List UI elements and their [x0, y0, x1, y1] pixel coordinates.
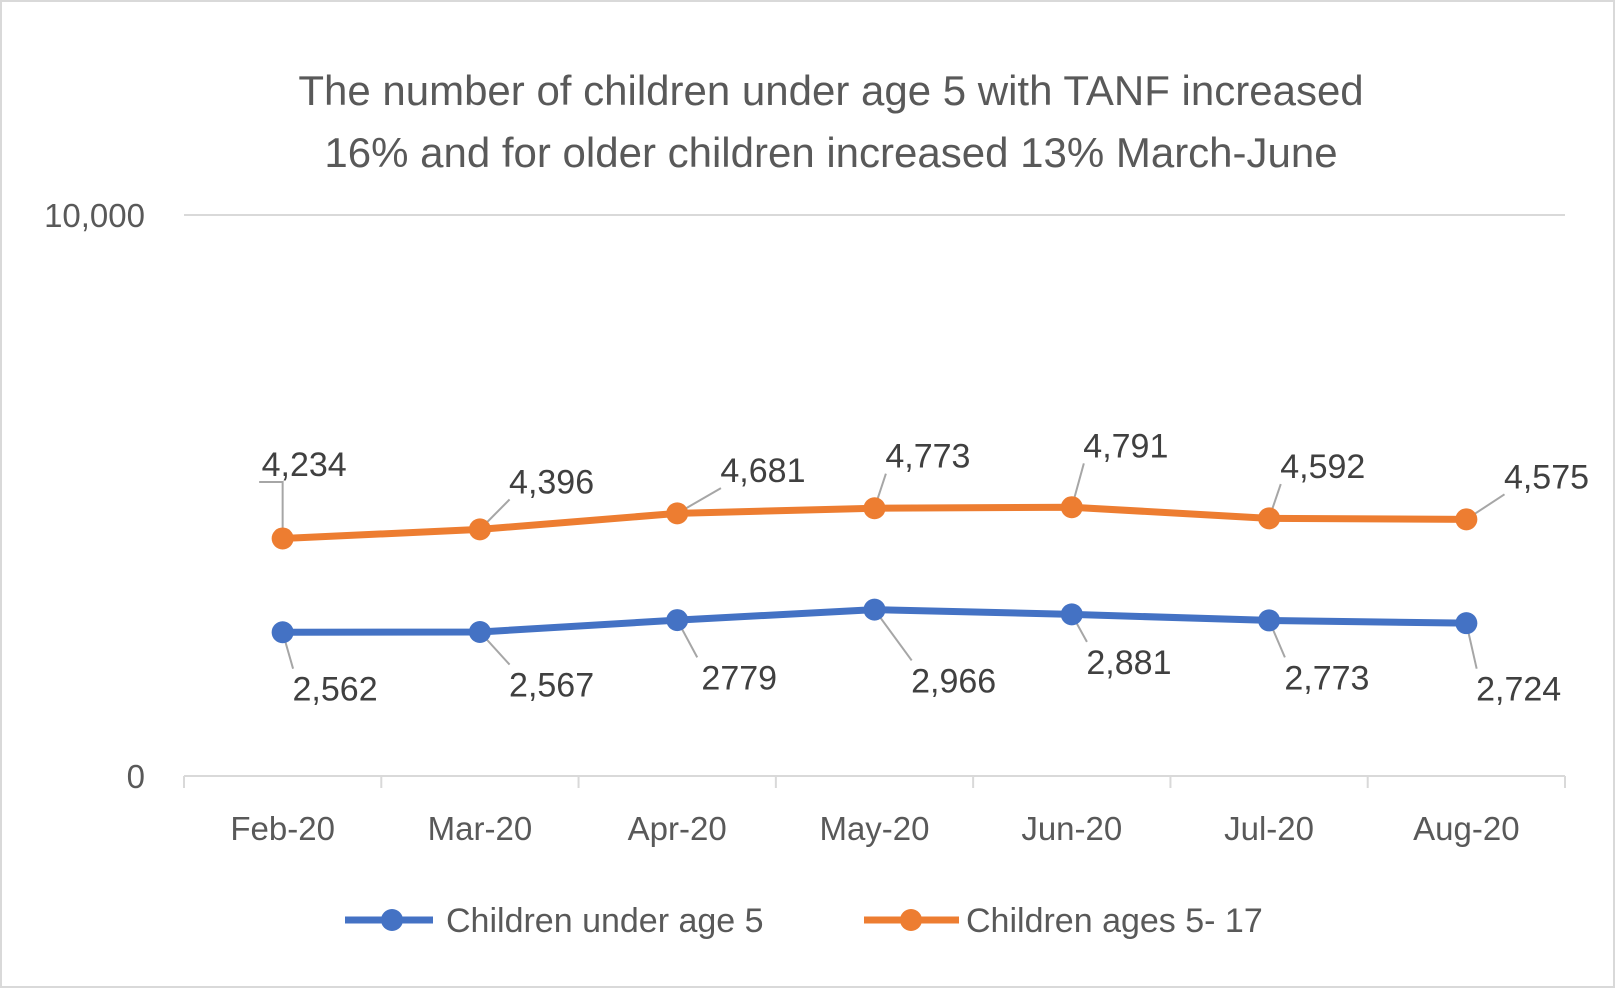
- data-point: [863, 497, 886, 520]
- data-label: 2779: [701, 659, 777, 697]
- x-tick-label: Mar-20: [428, 810, 533, 847]
- legend-label: Children under age 5: [446, 902, 764, 940]
- data-label: 4,234: [262, 446, 347, 484]
- y-tick-label: 0: [127, 758, 145, 795]
- legend-marker: [900, 909, 922, 931]
- data-point: [1258, 609, 1281, 632]
- data-label: 2,567: [509, 667, 594, 705]
- chart-title-line-1: The number of children under age 5 with …: [298, 67, 1363, 114]
- data-label: 2,881: [1086, 644, 1171, 682]
- data-label: 2,562: [293, 671, 378, 709]
- x-tick-label: Feb-20: [230, 810, 335, 847]
- x-tick-label: Jun-20: [1021, 810, 1122, 847]
- data-label: 4,681: [720, 452, 805, 490]
- x-tick-label: May-20: [819, 810, 929, 847]
- data-label: 4,575: [1504, 458, 1589, 496]
- data-point: [863, 598, 886, 621]
- leader-line: [259, 480, 284, 539]
- chart-title-line-2: 16% and for older children increased 13%…: [324, 129, 1337, 176]
- data-label: 2,773: [1284, 659, 1369, 697]
- data-point: [468, 620, 491, 643]
- data-point: [1455, 508, 1478, 531]
- data-label: 4,396: [509, 463, 594, 501]
- legend-label: Children ages 5- 17: [966, 902, 1263, 940]
- data-label: 4,773: [885, 438, 970, 476]
- x-tick-label: Aug-20: [1413, 810, 1519, 847]
- legend-marker: [381, 909, 403, 931]
- data-point: [271, 621, 294, 644]
- data-point: [1455, 612, 1478, 635]
- data-label: 2,966: [911, 662, 996, 700]
- data-point: [1060, 603, 1083, 626]
- data-label: 2,724: [1476, 671, 1561, 709]
- y-tick-label: 10,000: [44, 197, 145, 234]
- data-point: [666, 502, 689, 525]
- x-tick-label: Jul-20: [1224, 810, 1314, 847]
- data-point: [271, 527, 294, 550]
- data-label: 4,791: [1083, 427, 1168, 465]
- data-label: 4,592: [1280, 448, 1365, 486]
- data-point: [468, 518, 491, 541]
- data-point: [1060, 496, 1083, 519]
- data-point: [1258, 507, 1281, 530]
- x-tick-label: Apr-20: [628, 810, 727, 847]
- data-point: [666, 609, 689, 632]
